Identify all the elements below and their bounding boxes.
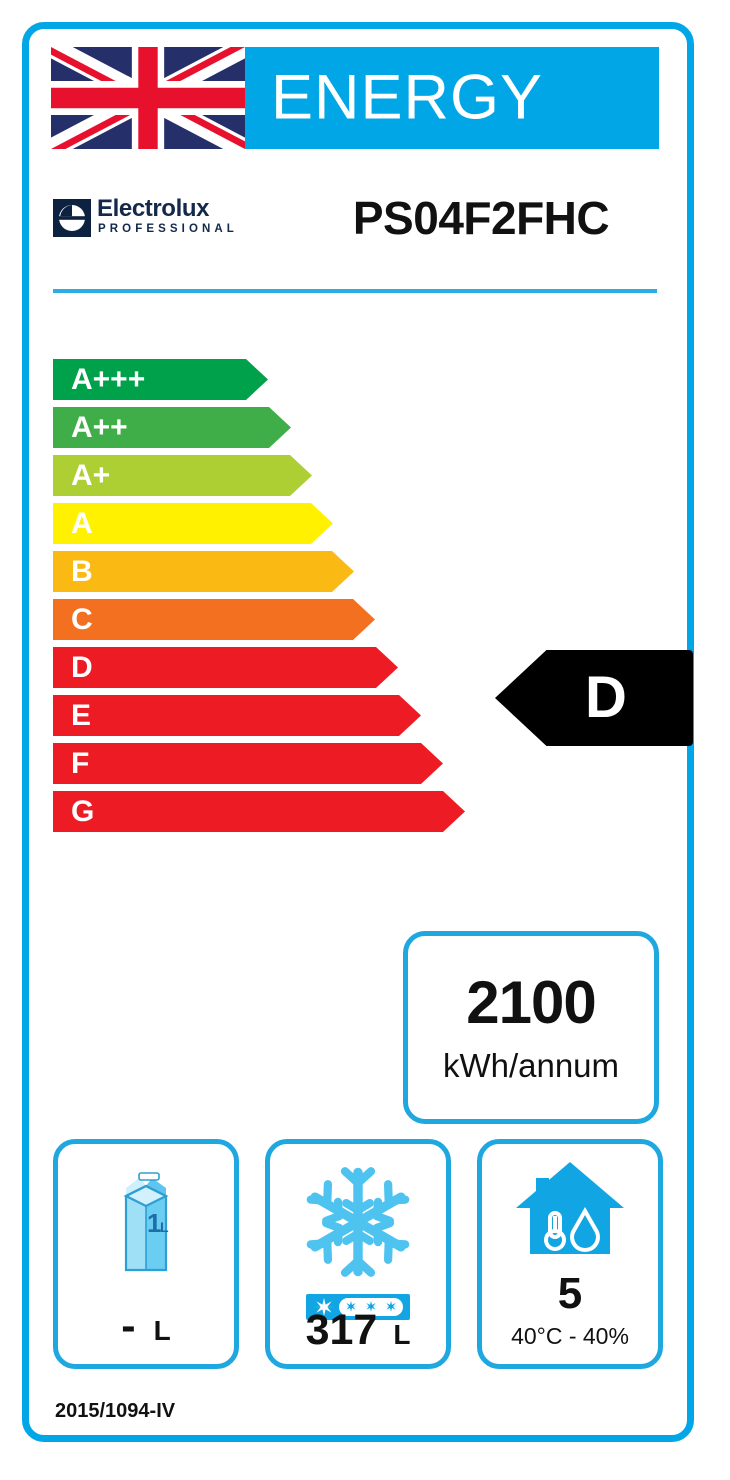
energy-word: ENERGY <box>271 62 544 133</box>
regulation-reference: 2015/1094-IV <box>55 1400 176 1422</box>
class-bar: C <box>53 599 375 640</box>
milk-carton-icon: 1 L <box>58 1152 234 1292</box>
class-bar-label: A+++ <box>71 362 146 396</box>
label-header: ENERGY <box>51 47 659 149</box>
class-bar-row: E <box>53 695 473 736</box>
class-bar: G <box>53 791 465 832</box>
class-bar: F <box>53 743 443 784</box>
class-bar: D <box>53 647 398 688</box>
class-bar-label: A <box>71 506 93 540</box>
class-bar-label: A++ <box>71 410 128 444</box>
uk-flag-icon <box>51 47 245 149</box>
class-bar-row: A+ <box>53 455 473 496</box>
class-bar-row: B <box>53 551 473 592</box>
energy-label: ENERGY Electrolux PROFESSIONAL PS04F2FHC… <box>22 22 694 1442</box>
class-bar-row: A++ <box>53 407 473 448</box>
electrolux-professional-sub: PROFESSIONAL <box>98 223 238 235</box>
header-divider <box>53 289 657 293</box>
fresh-food-value: - <box>121 1302 136 1350</box>
class-bar-row: G <box>53 791 473 832</box>
class-bar: E <box>53 695 421 736</box>
bottom-info-row: 1 L - L <box>53 1139 663 1369</box>
class-bar-row: D <box>53 647 473 688</box>
climate-class-box: 5 40°C - 40% <box>477 1139 663 1369</box>
electrolux-wordmark: Electrolux <box>97 195 210 222</box>
annual-consumption-value: 2100 <box>466 969 596 1036</box>
svg-text:1: 1 <box>147 1208 161 1238</box>
class-bar: A++ <box>53 407 291 448</box>
freezer-values: 317 L <box>270 1309 446 1352</box>
house-thermometer-humidity-icon <box>482 1148 658 1268</box>
class-bar-label: G <box>71 794 95 828</box>
freezer-volume-unit: L <box>393 1319 411 1350</box>
class-bar: A <box>53 503 333 544</box>
freezer-volume-box: 317 L <box>265 1139 451 1369</box>
four-star-freezer-badge-icon <box>270 1292 446 1322</box>
freezer-volume-value: 317 <box>305 1306 378 1354</box>
class-bar-row: F <box>53 743 473 784</box>
rating-marker-letter: D <box>585 665 627 730</box>
class-bar-row: A+++ <box>53 359 473 400</box>
model-name: PS04F2FHC <box>352 192 610 244</box>
efficiency-scale: A+++ A++ A+ A B C D E F G <box>53 359 473 839</box>
class-bar-row: C <box>53 599 473 640</box>
climate-class-range: 40°C - 40% <box>511 1323 629 1349</box>
class-bar-label: B <box>71 554 93 588</box>
fresh-food-volume-box: 1 L - L <box>53 1139 239 1369</box>
fresh-food-values: - L <box>58 1305 234 1348</box>
class-bar-label: C <box>71 602 93 636</box>
climate-class-value: 5 <box>557 1269 583 1318</box>
energy-band: ENERGY <box>245 47 659 149</box>
class-bar-label: D <box>71 650 93 684</box>
electrolux-e-icon <box>53 199 91 237</box>
class-bar: A+ <box>53 455 312 496</box>
annual-consumption-unit: kWh/annum <box>442 1047 620 1084</box>
class-bar: B <box>53 551 354 592</box>
brand-row: Electrolux PROFESSIONAL PS04F2FHC <box>51 189 659 263</box>
annual-consumption-box: 2100 kWh/annum <box>403 931 659 1124</box>
class-bar-label: F <box>71 746 90 780</box>
electrolux-logo: Electrolux PROFESSIONAL <box>53 197 243 253</box>
rating-marker: D <box>495 650 693 746</box>
fresh-food-unit: L <box>153 1315 171 1346</box>
class-bar-row: A <box>53 503 473 544</box>
class-bar: A+++ <box>53 359 268 400</box>
class-bar-label: E <box>71 698 92 732</box>
snowflake-icon <box>270 1152 446 1292</box>
class-bar-label: A+ <box>71 458 111 492</box>
svg-text:L: L <box>160 1219 169 1235</box>
